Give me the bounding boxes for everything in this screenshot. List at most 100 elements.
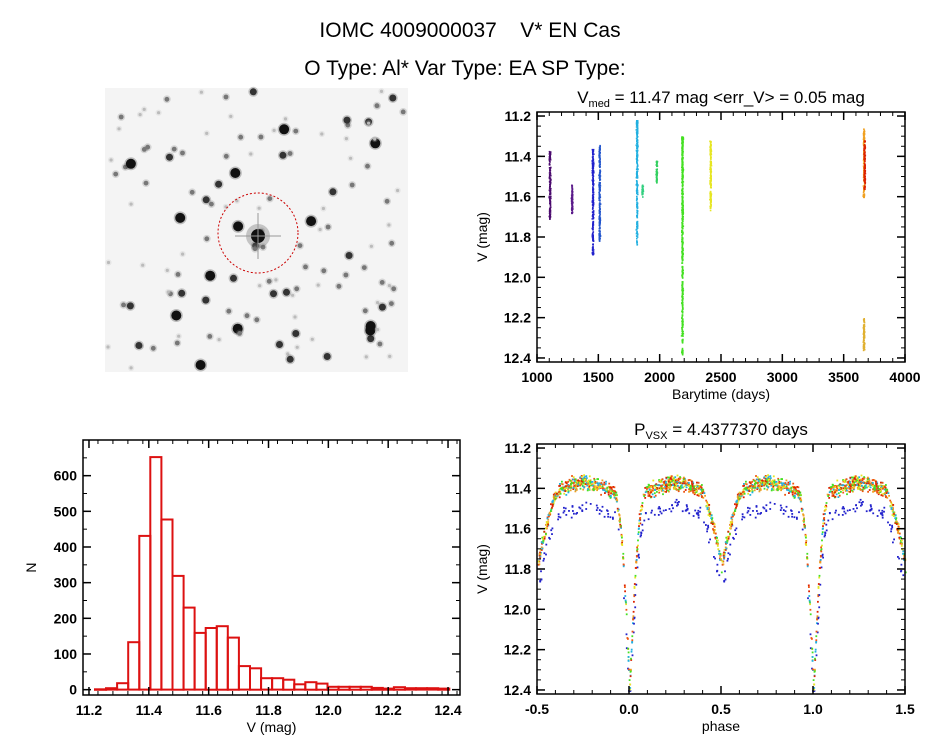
y-tick-label: 200	[54, 610, 78, 626]
star	[370, 138, 381, 149]
data-point	[773, 479, 776, 482]
data-point	[847, 490, 850, 493]
data-point	[751, 488, 753, 491]
data-point	[863, 321, 866, 324]
data-point	[592, 150, 595, 153]
data-point	[861, 490, 864, 493]
data-point	[548, 172, 551, 174]
data-point	[681, 262, 684, 264]
data-point	[757, 512, 759, 515]
data-point	[863, 155, 866, 158]
data-point	[611, 490, 613, 492]
data-point	[619, 525, 622, 528]
data-point	[817, 585, 820, 588]
data-point	[565, 490, 568, 492]
data-point	[755, 505, 758, 507]
data-point	[681, 213, 684, 215]
data-point	[592, 205, 595, 207]
data-point	[663, 490, 666, 493]
data-point	[632, 631, 635, 634]
data-point	[608, 495, 611, 498]
star	[189, 189, 195, 195]
data-point	[865, 482, 868, 485]
data-point	[716, 543, 719, 545]
star	[204, 236, 210, 242]
light-curve-panel: 1000 1500 2000 2500 3000 3500 400011.211.411.6…	[474, 88, 921, 402]
data-point	[681, 180, 684, 183]
data-point	[672, 476, 675, 479]
data-point	[627, 647, 630, 650]
data-point	[603, 489, 606, 492]
data-point	[632, 618, 634, 621]
x-axis-label: V (mag)	[247, 719, 297, 735]
data-point	[650, 491, 652, 494]
data-point	[850, 485, 852, 488]
data-point	[570, 197, 573, 200]
data-point	[545, 543, 548, 546]
data-point	[729, 543, 732, 546]
data-point	[863, 330, 865, 332]
data-point	[780, 487, 783, 490]
data-point	[731, 523, 733, 526]
data-point	[748, 481, 751, 484]
histogram-bar	[392, 686, 406, 691]
data-point	[610, 487, 613, 490]
data-point	[549, 190, 552, 193]
data-point	[655, 168, 658, 171]
data-point	[637, 168, 639, 170]
data-point	[660, 512, 663, 515]
data-point	[754, 516, 757, 519]
data-point	[570, 485, 573, 488]
data-point	[863, 196, 865, 198]
data-point	[893, 511, 896, 514]
data-point	[601, 483, 604, 486]
data-point	[702, 496, 705, 499]
x-tick-label: 3500	[828, 369, 859, 385]
x-tick-label: 11.6	[195, 702, 222, 718]
data-point	[811, 651, 814, 654]
data-point	[851, 489, 853, 492]
data-point	[875, 480, 877, 483]
data-point	[718, 550, 721, 553]
data-point	[636, 237, 638, 240]
data-point	[590, 481, 593, 483]
data-point	[681, 195, 683, 198]
data-point	[697, 512, 700, 514]
data-point	[636, 134, 638, 136]
data-point	[864, 188, 866, 190]
y-tick-label: 11.8	[505, 561, 532, 577]
data-point	[709, 209, 712, 212]
data-point	[681, 296, 684, 298]
data-point	[736, 496, 739, 498]
data-point	[599, 227, 601, 230]
data-point	[885, 492, 888, 494]
data-point	[736, 499, 738, 502]
data-point	[896, 529, 899, 532]
data-point	[605, 490, 607, 493]
data-point	[718, 574, 721, 577]
data-point	[709, 511, 712, 514]
data-point	[548, 177, 551, 179]
data-point	[665, 476, 668, 479]
data-point	[730, 517, 733, 520]
star	[181, 252, 185, 256]
data-point	[816, 622, 818, 625]
data-point	[736, 493, 739, 496]
data-point	[597, 478, 599, 480]
data-point	[570, 202, 573, 205]
data-point	[797, 495, 800, 498]
data-point	[708, 541, 710, 544]
data-point	[681, 154, 684, 157]
data-point	[741, 491, 744, 494]
data-point	[673, 478, 675, 481]
histogram-bar	[337, 685, 351, 691]
data-point	[682, 210, 684, 212]
data-point	[548, 164, 551, 166]
data-point	[771, 479, 774, 482]
data-point	[570, 516, 573, 519]
data-point	[584, 478, 587, 481]
star	[215, 180, 223, 188]
data-point	[740, 494, 743, 497]
data-point	[709, 538, 711, 541]
data-point	[710, 182, 712, 185]
